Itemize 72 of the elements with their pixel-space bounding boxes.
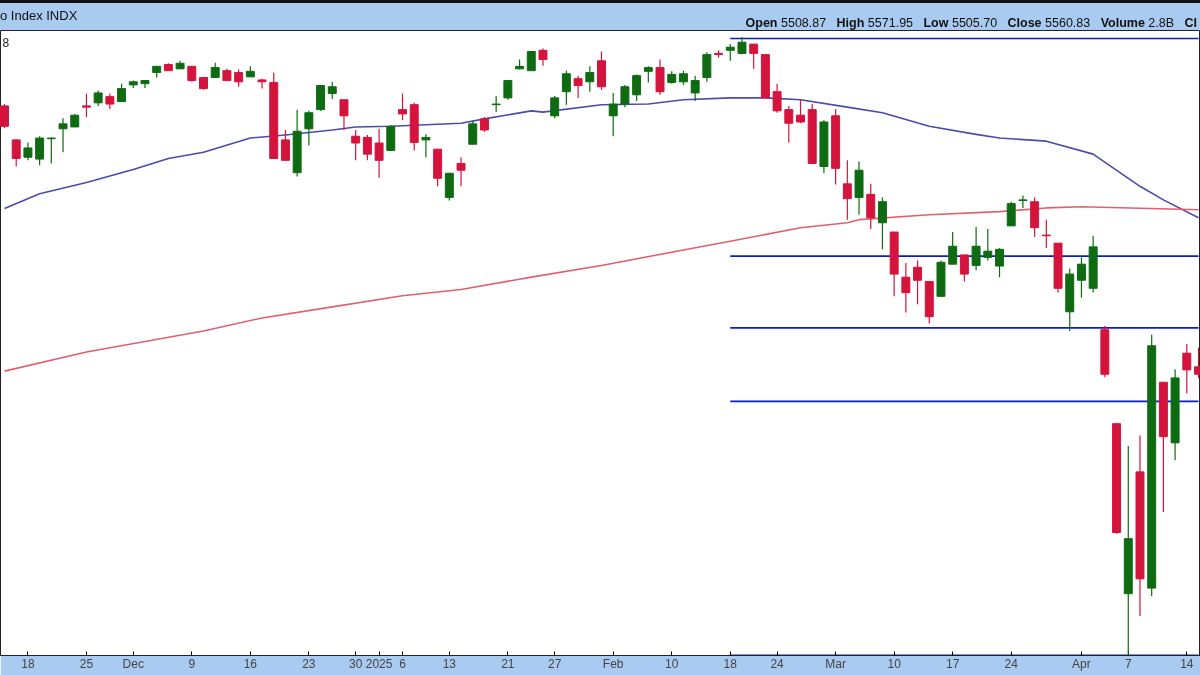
chart-title: o Index INDX [0,7,78,25]
candlestick [866,183,876,230]
candlestick [421,133,431,158]
candlestick [959,254,969,283]
x-tick-label: 10 [665,656,679,671]
x-tick-label: 2025 [365,656,393,671]
candlestick [901,262,911,313]
text: Open 5508.87 High 5571.95 Low 5505.70 Close 5560.83 Volume 2.8B Cl [745,16,1197,30]
candlestick [468,120,478,145]
candlestick [573,75,583,99]
candlestick [971,226,981,271]
candlestick [351,129,361,161]
candlestick [526,50,536,72]
x-tick-label: Feb [602,656,624,671]
candlestick [796,98,805,124]
candlestick [257,78,267,90]
x-tick-label: Apr [1072,656,1091,671]
candlestick [842,159,852,221]
x-tick-label: 6 [399,656,407,671]
candlestick [339,99,349,131]
x-tick-label: 18 [723,656,738,671]
x-tick-label: Mar [825,656,846,671]
candlestick [398,92,407,121]
x-tick-label: 9 [188,656,196,671]
candlestick [550,95,560,119]
candlestick [690,75,700,102]
candlestick [35,135,45,166]
candlestick [948,231,958,265]
candlestick [81,92,91,118]
x-tick-label: 10 [887,656,902,671]
candlestick [58,117,68,153]
candlestick [456,156,466,187]
candlestick [749,43,759,70]
x-tick-label: 27 [548,656,562,671]
candlestick [608,92,618,137]
x-tick-label: 23 [302,656,316,671]
candlestick [995,247,1004,278]
candlestick [620,84,630,108]
candlestick [0,103,9,129]
candlestick [304,110,314,147]
x-tick-label: 21 [501,656,515,671]
candlestick [784,105,794,143]
candlestick [1076,256,1086,299]
candlestick [1006,201,1016,227]
annotation: 8 [2,35,10,50]
candlestick [1041,219,1051,249]
candlestick [1182,343,1192,394]
candlestick [11,138,21,168]
x-tick-label: 25 [79,656,94,671]
candlestick [877,196,887,250]
x-tick-label: 24 [1004,656,1019,671]
x-tick-label: 18 [21,656,35,671]
x-tick-label: 16 [243,656,258,671]
candlestick [374,128,384,179]
x-tick-label: 13 [442,656,457,671]
x-tick-label: 30 [349,656,363,671]
candlestick [561,70,571,106]
candlestick [913,259,923,305]
candlestick [1018,194,1028,209]
candlestick [702,51,712,83]
x-tick-label: 7 [1124,656,1132,671]
candlestick [585,65,595,93]
x-tick-label: 14 [1180,656,1194,671]
candlestick [772,83,782,114]
x-tick-label: 17 [946,656,960,671]
x-tick-label: Dec [122,656,144,671]
candlestick [983,228,993,262]
x-tick-label: 24 [770,656,785,671]
candlestick [46,136,56,165]
candlestick [632,73,642,102]
candlestick [362,134,372,161]
candlestick [280,129,290,161]
